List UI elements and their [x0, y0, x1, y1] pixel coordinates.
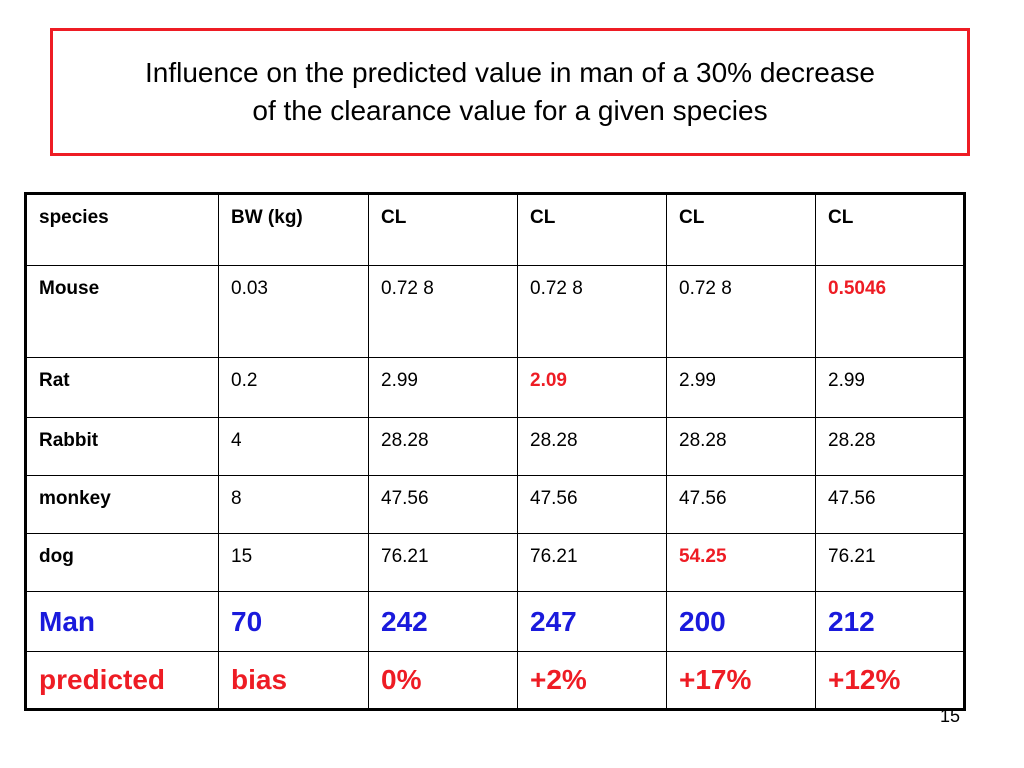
- page-number: 15: [940, 706, 961, 726]
- predicted-row: predicted bias 0% +2% +17% +12%: [25, 651, 965, 710]
- species-cell: dog: [25, 533, 219, 592]
- highlighted-cell: 2.09: [517, 357, 667, 418]
- table-cell: 8: [218, 475, 369, 534]
- bias-cell: +17%: [666, 651, 816, 710]
- slide-title: Influence on the predicted value in man …: [144, 57, 876, 126]
- highlighted-cell: 0.5046: [815, 265, 965, 358]
- title-box: Influence on the predicted value in man …: [50, 28, 970, 156]
- man-cell: 70: [218, 591, 369, 652]
- species-cell: monkey: [25, 475, 219, 534]
- man-cell: 242: [368, 591, 518, 652]
- header-cell: species: [25, 193, 219, 266]
- table-cell: 0.2: [218, 357, 369, 418]
- table-cell: 2.99: [666, 357, 816, 418]
- table-cell: 47.56: [666, 475, 816, 534]
- man-cell: 247: [517, 591, 667, 652]
- man-row: Man 70 242 247 200 212: [25, 591, 965, 652]
- table-cell: 47.56: [368, 475, 518, 534]
- man-cell: 212: [815, 591, 965, 652]
- bias-cell: 0%: [368, 651, 518, 710]
- header-cell: BW (kg): [218, 193, 369, 266]
- table-row: dog 15 76.21 76.21 54.25 76.21: [25, 533, 965, 592]
- table-row: Rabbit 4 28.28 28.28 28.28 28.28: [25, 417, 965, 476]
- table-cell: 28.28: [666, 417, 816, 476]
- table-row: Mouse 0.03 0.72 8 0.72 8 0.72 8 0.5046: [25, 265, 965, 358]
- table-cell: 0.72 8: [517, 265, 667, 358]
- data-table: species BW (kg) CL CL CL CL Mouse 0.03 0…: [24, 192, 966, 711]
- species-cell: Rat: [25, 357, 219, 418]
- table-cell: 28.28: [368, 417, 518, 476]
- header-cell: CL: [368, 193, 518, 266]
- table-row: monkey 8 47.56 47.56 47.56 47.56: [25, 475, 965, 534]
- table-cell: 0.72 8: [666, 265, 816, 358]
- table-cell: 0.72 8: [368, 265, 518, 358]
- header-cell: CL: [815, 193, 965, 266]
- header-cell: CL: [517, 193, 667, 266]
- species-cell: Rabbit: [25, 417, 219, 476]
- bias-cell: +12%: [815, 651, 965, 710]
- bias-cell: bias: [218, 651, 369, 710]
- predicted-label-cell: predicted: [25, 651, 219, 710]
- table-cell: 0.03: [218, 265, 369, 358]
- table-cell: 47.56: [815, 475, 965, 534]
- table-cell: 76.21: [517, 533, 667, 592]
- table-cell: 28.28: [815, 417, 965, 476]
- table-cell: 47.56: [517, 475, 667, 534]
- table-cell: 15: [218, 533, 369, 592]
- table-cell: 4: [218, 417, 369, 476]
- bias-cell: +2%: [517, 651, 667, 710]
- man-cell: 200: [666, 591, 816, 652]
- header-cell: CL: [666, 193, 816, 266]
- table-cell: 28.28: [517, 417, 667, 476]
- table-cell: 76.21: [815, 533, 965, 592]
- table-cell: 76.21: [368, 533, 518, 592]
- highlighted-cell: 54.25: [666, 533, 816, 592]
- species-cell: Mouse: [25, 265, 219, 358]
- table-cell: 2.99: [368, 357, 518, 418]
- man-label-cell: Man: [25, 591, 219, 652]
- table-cell: 2.99: [815, 357, 965, 418]
- table-header-row: species BW (kg) CL CL CL CL: [25, 193, 965, 266]
- table-row: Rat 0.2 2.99 2.09 2.99 2.99: [25, 357, 965, 418]
